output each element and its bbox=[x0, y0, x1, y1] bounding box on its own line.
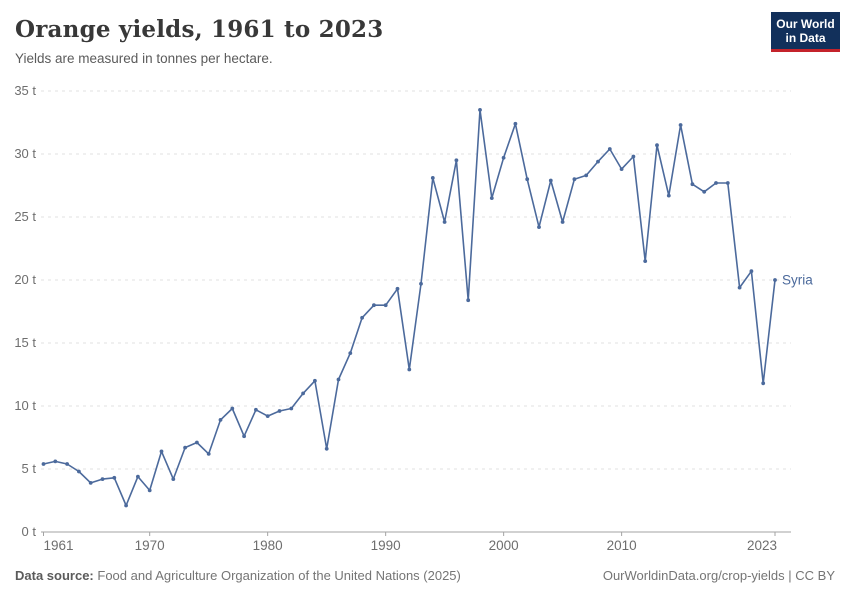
data-point[interactable] bbox=[773, 278, 777, 282]
data-point[interactable] bbox=[572, 177, 577, 182]
data-point[interactable] bbox=[324, 446, 329, 451]
data-point[interactable] bbox=[88, 481, 93, 485]
data-point[interactable] bbox=[513, 121, 518, 126]
x-tick-label: 2023 bbox=[747, 538, 777, 553]
data-point[interactable] bbox=[183, 445, 188, 450]
x-tick-label: 2010 bbox=[607, 538, 637, 553]
data-point[interactable] bbox=[289, 406, 294, 411]
y-tick-label: 35 t bbox=[14, 83, 36, 98]
data-point[interactable] bbox=[725, 181, 730, 185]
data-point[interactable] bbox=[301, 391, 305, 396]
data-point[interactable] bbox=[596, 159, 600, 164]
data-point[interactable] bbox=[348, 351, 353, 355]
data-point[interactable] bbox=[560, 220, 565, 224]
credit-link[interactable]: OurWorldinData.org/crop-yields | CC BY bbox=[602, 568, 835, 583]
data-point[interactable] bbox=[407, 367, 412, 372]
data-point[interactable] bbox=[136, 474, 140, 479]
data-point[interactable] bbox=[690, 182, 695, 187]
y-tick-label: 30 t bbox=[14, 146, 36, 161]
data-source-label: Data source: bbox=[15, 568, 94, 583]
data-point[interactable] bbox=[655, 143, 659, 148]
data-point[interactable] bbox=[501, 155, 506, 160]
data-point[interactable] bbox=[442, 220, 447, 224]
chart-footer: Data source: Food and Agriculture Organi… bbox=[15, 568, 835, 583]
x-tick-label: 1961 bbox=[43, 538, 73, 553]
owid-logo-line1: Our World bbox=[776, 17, 835, 31]
data-source-value: Food and Agriculture Organization of the… bbox=[97, 568, 461, 583]
data-point[interactable] bbox=[466, 298, 471, 303]
data-point[interactable] bbox=[383, 303, 388, 308]
y-tick-label: 0 t bbox=[22, 524, 37, 539]
data-point[interactable] bbox=[714, 181, 718, 185]
data-point[interactable] bbox=[254, 407, 258, 412]
data-point[interactable] bbox=[360, 315, 364, 320]
data-point[interactable] bbox=[478, 108, 482, 112]
data-point[interactable] bbox=[277, 409, 282, 413]
data-point[interactable] bbox=[265, 414, 270, 418]
chart-subtitle: Yields are measured in tonnes per hectar… bbox=[15, 51, 273, 66]
data-point[interactable] bbox=[336, 377, 341, 382]
data-point[interactable] bbox=[454, 158, 459, 163]
data-point[interactable] bbox=[666, 193, 671, 198]
data-point[interactable] bbox=[218, 418, 223, 422]
data-point[interactable] bbox=[206, 452, 211, 456]
owid-logo[interactable]: Our World in Data bbox=[771, 12, 840, 52]
data-point[interactable] bbox=[242, 434, 247, 439]
data-point[interactable] bbox=[525, 177, 530, 182]
data-point[interactable] bbox=[643, 259, 648, 263]
data-source: Data source: Food and Agriculture Organi… bbox=[15, 568, 461, 583]
data-point[interactable] bbox=[619, 167, 624, 172]
y-tick-label: 25 t bbox=[14, 209, 36, 224]
data-point[interactable] bbox=[77, 469, 81, 474]
data-point[interactable] bbox=[100, 477, 105, 481]
data-point[interactable] bbox=[313, 378, 317, 383]
data-point[interactable] bbox=[372, 303, 376, 308]
owid-logo-line2: in Data bbox=[785, 31, 826, 45]
data-point[interactable] bbox=[419, 281, 423, 286]
data-point[interactable] bbox=[607, 147, 612, 151]
data-point[interactable] bbox=[124, 503, 128, 508]
data-point[interactable] bbox=[537, 225, 541, 230]
data-point[interactable] bbox=[631, 154, 636, 159]
data-point[interactable] bbox=[230, 406, 235, 411]
data-point[interactable] bbox=[65, 462, 69, 466]
data-point[interactable] bbox=[489, 196, 494, 201]
data-point[interactable] bbox=[195, 440, 199, 445]
data-point[interactable] bbox=[159, 449, 164, 454]
x-tick-label: 1990 bbox=[371, 538, 401, 553]
data-point[interactable] bbox=[702, 189, 707, 194]
data-point[interactable] bbox=[749, 269, 754, 274]
data-point[interactable] bbox=[548, 178, 553, 183]
data-point[interactable] bbox=[395, 286, 400, 291]
data-point[interactable] bbox=[171, 477, 176, 481]
data-point[interactable] bbox=[147, 488, 152, 493]
series-end-label[interactable]: Syria bbox=[782, 273, 813, 288]
data-point[interactable] bbox=[112, 475, 117, 480]
y-tick-label: 5 t bbox=[22, 461, 37, 476]
data-point[interactable] bbox=[584, 173, 589, 178]
data-point[interactable] bbox=[430, 176, 435, 180]
data-point[interactable] bbox=[761, 381, 766, 386]
page-title: Orange yields, 1961 to 2023 bbox=[15, 16, 384, 43]
x-tick-label: 1970 bbox=[135, 538, 165, 553]
data-point[interactable] bbox=[678, 123, 683, 127]
chart-line bbox=[42, 109, 776, 507]
y-tick-label: 10 t bbox=[14, 398, 36, 413]
x-tick-label: 2000 bbox=[489, 538, 519, 553]
y-tick-label: 20 t bbox=[14, 272, 36, 287]
data-point[interactable] bbox=[41, 462, 46, 466]
data-point[interactable] bbox=[53, 459, 58, 464]
y-tick-label: 15 t bbox=[14, 335, 36, 350]
data-point[interactable] bbox=[737, 285, 742, 290]
x-tick-label: 1980 bbox=[253, 538, 283, 553]
